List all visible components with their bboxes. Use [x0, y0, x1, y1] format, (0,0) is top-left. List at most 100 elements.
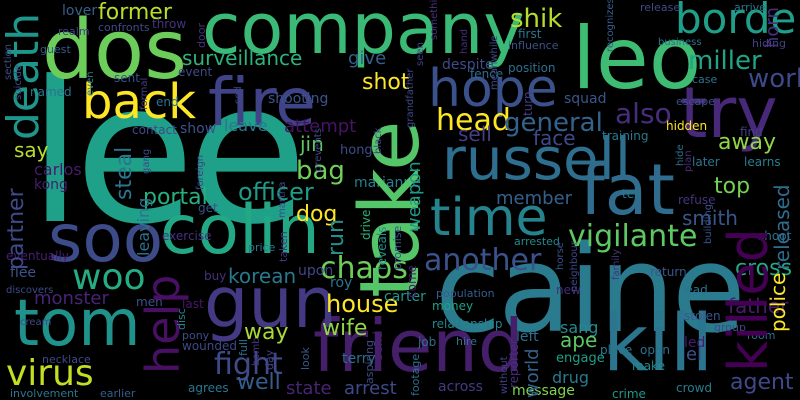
word-partner: partner [4, 188, 29, 270]
word-smith: smith [682, 206, 738, 230]
word-tell: tell [622, 187, 641, 201]
word-disc: disc [175, 308, 188, 330]
word-agrees: agrees [188, 381, 229, 395]
word-exercise: exercise [162, 229, 212, 243]
word-arrest: arrest [344, 378, 397, 399]
word-first: first [518, 27, 542, 41]
word-member: member [496, 188, 573, 209]
word-upon: upon [298, 263, 334, 279]
word-say: say [14, 138, 49, 162]
word-message: message [512, 383, 575, 399]
word-left: left [516, 329, 539, 345]
word-throw: throw [152, 17, 187, 31]
word-influence: influence [508, 39, 559, 52]
word-monster: monster [34, 288, 109, 309]
word-day: day [263, 349, 276, 370]
word-released: released [770, 184, 794, 270]
word-prevents: prevents [313, 128, 324, 172]
word-dos: dos [42, 3, 187, 98]
word-shik: shik [510, 4, 563, 34]
word-kong: kong [34, 177, 68, 193]
word-away: away [718, 130, 776, 155]
word-back: back [82, 74, 197, 130]
word-new: new [556, 283, 581, 297]
word-wanting: something [429, 0, 440, 40]
word-eventually: eventually [6, 249, 69, 263]
word-kill: kill [603, 299, 714, 389]
word-hand: hand [459, 28, 470, 54]
word-involvement: involvement [10, 387, 79, 400]
word-marianne: marianne [354, 175, 421, 191]
word-black: black [373, 127, 384, 154]
word-arrive: arrive [734, 1, 766, 14]
word-stolen: stolen [684, 309, 721, 323]
word-give: give [348, 48, 387, 69]
word-drive: drive [359, 209, 373, 240]
word-general: general [504, 108, 603, 138]
word-horse: horse [555, 242, 566, 270]
word-learns: learns [744, 155, 781, 169]
word-come: come [405, 264, 419, 298]
word-business: business [658, 37, 702, 48]
word-foreign: foreign [195, 154, 206, 190]
word-hidden: hidden [666, 119, 708, 133]
word-weapon: weapon [404, 161, 425, 232]
word-without: without [499, 356, 510, 394]
word-lead: lead [682, 283, 708, 297]
word-tom: tom [14, 287, 141, 361]
word-run: run [324, 219, 349, 256]
word-face: face [533, 126, 576, 150]
word-lee: lee [28, 40, 308, 268]
word-woo: woo [72, 257, 146, 298]
word-arrested: arrested [514, 235, 560, 248]
word-sang: sang [560, 318, 599, 337]
word-aspiring: aspiring [363, 339, 376, 384]
word-cross: cross [735, 256, 793, 281]
word-miller: miller [688, 46, 762, 76]
word-guest: guest [40, 43, 71, 56]
word-portal: portal [143, 185, 208, 210]
word-carlos: carlos [34, 160, 82, 179]
word-time: time [430, 188, 548, 248]
word-refuse: refuse [678, 193, 716, 207]
word-engage: engage [556, 351, 605, 366]
word-another: another [424, 243, 542, 278]
word-neighbour: neighbour [569, 241, 580, 292]
word-seen: seen [415, 42, 426, 66]
word-agent: agent [730, 370, 794, 395]
word-crowd: crowd [676, 381, 713, 395]
word-house: house [326, 290, 399, 318]
word-building: building [703, 203, 714, 244]
word-necklace: necklace [42, 353, 91, 366]
word-promise: promise [391, 225, 404, 270]
word-attempt: attempt [284, 116, 357, 137]
word-hiding: hiding [752, 37, 787, 50]
word-head: head [436, 103, 511, 138]
word-money: money [432, 299, 474, 313]
word-father: father [728, 294, 789, 318]
word-show: show [180, 121, 217, 137]
word-family: family [611, 249, 622, 280]
word-lover: lover [62, 3, 98, 19]
word-population: population [436, 287, 495, 300]
word-even: even [85, 71, 96, 96]
word-wounded: wounded [182, 339, 237, 353]
word-well: well [237, 370, 281, 395]
word-make: make [632, 359, 665, 373]
word-door: door [195, 23, 208, 48]
word-bag: bag [296, 156, 345, 186]
word-colin: colin [160, 191, 320, 270]
word-group: group [714, 321, 746, 334]
word-border: border [675, 0, 800, 43]
word-top: top [714, 174, 751, 199]
word-wife: wife [322, 316, 368, 341]
word-bomb: bomb [251, 337, 262, 366]
word-state: state [286, 378, 332, 399]
word-friend: friend [313, 304, 524, 388]
word-surveillance: surveillance [182, 46, 303, 70]
word-grandfather: grandfather [405, 68, 416, 128]
word-pony: pony [182, 329, 210, 342]
word-steal: steal [112, 146, 137, 200]
word-martha: martha [277, 181, 288, 218]
word-horn: horn [762, 7, 783, 48]
